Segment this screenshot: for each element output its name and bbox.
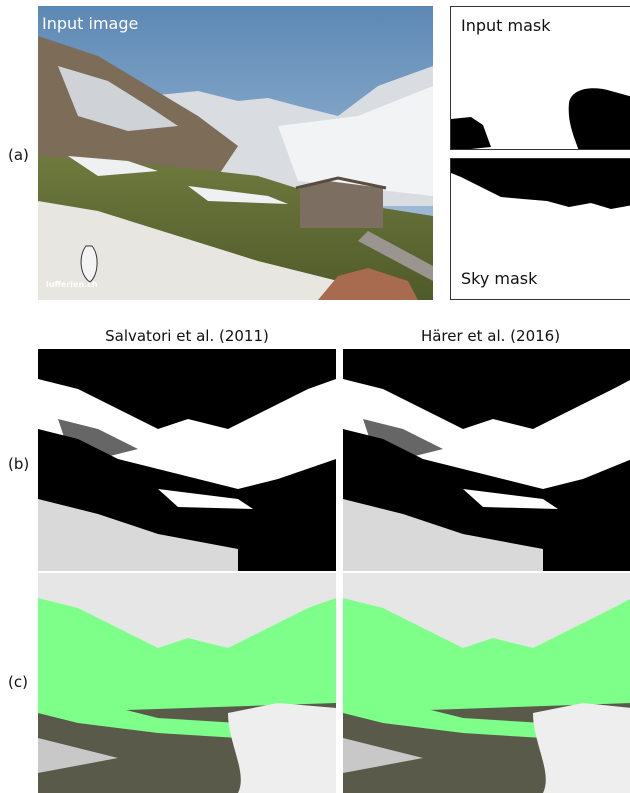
input-image-photo xyxy=(38,6,433,300)
input-mask-label: Input mask xyxy=(461,16,551,35)
sky-mask-shape xyxy=(451,159,630,209)
row-label-b: (b) xyxy=(8,455,30,473)
overlay-map-salvatori xyxy=(38,573,336,793)
input-image-panel: Input image lufferien.ch xyxy=(38,6,433,300)
input-mask-shape xyxy=(451,88,630,149)
input-mask-panel: Input mask xyxy=(450,6,630,150)
sky-mask-label: Sky mask xyxy=(461,269,538,288)
overlay-map-harer-image xyxy=(343,598,630,793)
input-image-label: Input image xyxy=(42,14,139,33)
column-title-left: Salvatori et al. (2011) xyxy=(105,327,269,345)
binary-map-salvatori-image xyxy=(38,379,336,571)
overlay-map-salvatori-image xyxy=(38,598,336,793)
overlay-map-harer xyxy=(343,573,630,793)
watermark-text: lufferien.ch xyxy=(46,280,98,289)
sky-mask-panel: Sky mask xyxy=(450,158,630,300)
column-title-right: Härer et al. (2016) xyxy=(420,327,561,345)
row-label-a: (a) xyxy=(8,146,29,164)
row-label-c: (c) xyxy=(8,673,28,691)
binary-map-harer-image xyxy=(343,379,630,571)
binary-map-harer xyxy=(343,349,630,571)
binary-map-salvatori xyxy=(38,349,336,571)
lufferien-logo xyxy=(80,245,98,283)
